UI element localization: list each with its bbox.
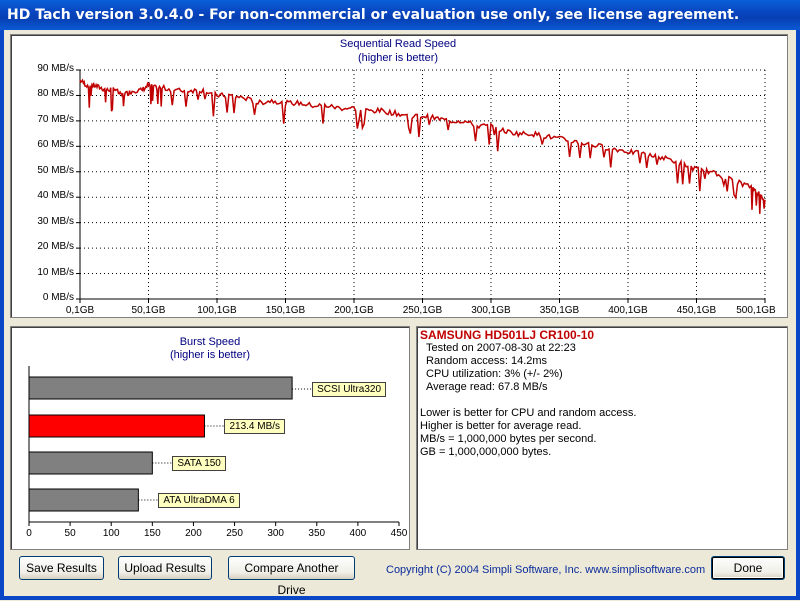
burst-x-tick-label: 450 (390, 528, 408, 539)
note-lower-better: Lower is better for CPU and random acces… (420, 407, 637, 419)
burst-x-tick-label: 150 (143, 528, 161, 539)
x-tick-label: 350,1GB (539, 305, 580, 316)
y-tick-label: 60 MB/s (37, 139, 74, 151)
x-tick-label: 300,1GB (471, 305, 511, 316)
window-title: HD Tach version 3.0.4.0 - For non-commer… (7, 7, 740, 23)
y-tick-label: 30 MB/s (37, 215, 74, 227)
y-tick-label: 0 MB/s (42, 292, 74, 303)
x-tick-label: 450,1GB (676, 305, 717, 316)
x-tick-label: 250,1GB (402, 305, 443, 316)
burst-x-tick-label: 350 (308, 528, 326, 539)
upload-results-button[interactable]: Upload Results (118, 556, 212, 580)
drive-info-panel (416, 326, 788, 550)
x-tick-label: 400,1GB (608, 305, 648, 316)
sequential-read-line (79, 78, 766, 214)
x-tick-label: 200,1GB (334, 305, 374, 316)
sequential-chart-subtitle: (higher is better) (357, 52, 439, 64)
burst-bar (28, 488, 139, 512)
done-button[interactable]: Done (711, 556, 785, 580)
burst-bar-label: SCSI Ultra320 (312, 382, 387, 397)
burst-x-tick-label: 400 (349, 528, 367, 539)
y-tick-label: 10 MB/s (37, 266, 74, 278)
y-tick-label: 20 MB/s (37, 241, 74, 253)
burst-chart-subtitle: (higher is better) (169, 349, 251, 361)
title-bar[interactable]: HD Tach version 3.0.4.0 - For non-commer… (0, 0, 800, 30)
x-tick-label: 50,1GB (131, 305, 166, 316)
burst-chart-title: Burst Speed (179, 336, 241, 348)
cpu-utilization: CPU utilization: 3% (+/- 2%) (426, 368, 563, 380)
save-results-button[interactable]: Save Results (19, 556, 104, 580)
x-tick-label: 0,1GB (65, 305, 95, 316)
x-tick-label: 150,1GB (265, 305, 306, 316)
burst-x-tick-label: 200 (185, 528, 202, 539)
burst-x-tick-label: 100 (102, 528, 120, 539)
note-higher-better: Higher is better for average read. (420, 420, 582, 432)
y-tick-label: 70 MB/s (37, 113, 74, 125)
note-mbs-definition: MB/s = 1,000,000 bytes per second. (420, 433, 597, 445)
burst-x-tick-label: 300 (267, 528, 284, 539)
x-tick-label: 100,1GB (197, 305, 237, 316)
note-gb-definition: GB = 1,000,000,000 bytes. (420, 446, 552, 458)
random-access: Random access: 14.2ms (426, 355, 548, 367)
burst-bar (28, 414, 205, 438)
burst-bar-label: 213.4 MB/s (224, 419, 286, 434)
average-read: Average read: 67.8 MB/s (426, 381, 548, 393)
y-tick-label: 50 MB/s (37, 164, 74, 176)
y-tick-label: 90 MB/s (37, 63, 74, 74)
sequential-chart-panel (10, 34, 788, 318)
burst-x-tick-label: 50 (64, 528, 76, 539)
y-tick-label: 40 MB/s (37, 190, 74, 202)
burst-bar (28, 451, 153, 475)
x-tick-label: 500,1GB (736, 305, 776, 316)
sequential-chart-title: Sequential Read Speed (339, 38, 457, 50)
burst-x-tick-label: 250 (226, 528, 243, 539)
compare-another-drive-button[interactable]: Compare Another Drive (228, 556, 355, 597)
drive-name: SAMSUNG HD501LJ CR100-10 (420, 328, 595, 342)
copyright-text: Copyright (C) 2004 Simpli Software, Inc.… (386, 564, 706, 576)
burst-bar-label: ATA UltraDMA 6 (158, 493, 240, 508)
tested-date: Tested on 2007-08-30 at 22:23 (426, 342, 576, 354)
burst-x-tick-label: 0 (26, 528, 32, 539)
burst-bar (28, 376, 293, 400)
burst-bar-label: SATA 150 (172, 456, 226, 471)
y-tick-label: 80 MB/s (37, 88, 74, 100)
burst-chart-panel (10, 326, 410, 550)
